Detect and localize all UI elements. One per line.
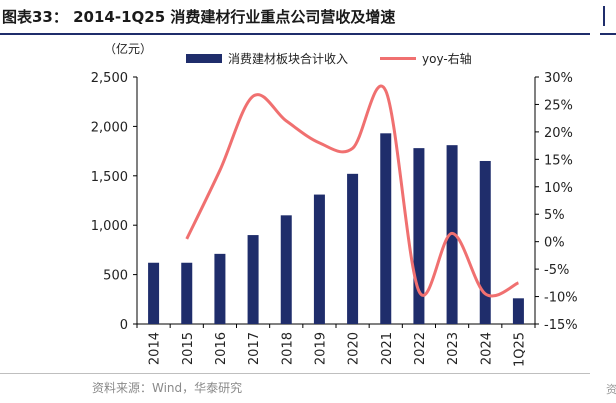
title-divider — [0, 33, 590, 35]
legend: 消费建材板块合计收入 yoy-右轴 — [186, 51, 472, 66]
x-tick-label: 1Q25 — [512, 332, 527, 367]
x-tick-label: 2020 — [347, 332, 362, 365]
line-series — [185, 84, 520, 298]
bar-2015 — [181, 262, 193, 324]
left-tick-label: 2,000 — [91, 120, 128, 135]
right-tick-label: 20% — [544, 126, 573, 141]
x-tick-label: 2024 — [479, 332, 494, 365]
bar-1Q25 — [512, 298, 524, 324]
yoy-line — [185, 84, 520, 298]
x-tick-label: 2017 — [247, 332, 262, 365]
x-tick-label: 2022 — [413, 332, 428, 365]
axes — [133, 76, 539, 328]
bar-2019 — [313, 194, 325, 324]
right-tick-label: 10% — [544, 181, 573, 196]
x-tick-label: 2016 — [214, 332, 229, 365]
right-tick-label: 0% — [544, 236, 565, 251]
legend-bar-label: 消费建材板块合计收入 — [228, 51, 348, 66]
x-tick-label: 2019 — [313, 332, 328, 365]
left-axis-unit: （亿元） — [104, 41, 152, 56]
bar-2016 — [214, 253, 226, 324]
bar-2014 — [148, 262, 160, 324]
left-tick-label: 1,500 — [91, 170, 128, 185]
bar-2022 — [413, 148, 425, 324]
source-note: 资料来源：Wind，华泰研究 — [92, 381, 243, 395]
left-tick-label: 500 — [103, 269, 128, 284]
left-tick-label: 2,500 — [91, 71, 128, 86]
x-tick-label: 2014 — [148, 332, 163, 365]
right-tick-label: -10% — [544, 291, 578, 306]
right-tick-label: -5% — [544, 263, 569, 278]
x-tick-label: 2021 — [380, 332, 395, 365]
x-tick-label: 2018 — [280, 332, 295, 365]
legend-bar-swatch — [186, 54, 222, 63]
right-tick-label: 25% — [544, 98, 573, 113]
bar-2018 — [280, 215, 292, 324]
axis-labels: （亿元） 0 500 1,000 1,500 2,000 2,500 -15% -10% -5% 0… — [91, 41, 578, 367]
x-tick-label: 2015 — [181, 332, 196, 365]
left-tick-label: 1,000 — [91, 219, 128, 234]
source-divider — [0, 373, 590, 374]
revenue-growth-chart: 消费建材板块合计收入 yoy-右轴 （亿元） 0 500 1,000 1,500 2,000… — [91, 41, 578, 367]
right-tick-label: 5% — [544, 208, 565, 223]
right-tick-label: 15% — [544, 153, 573, 168]
right-tick-label: 30% — [544, 71, 573, 86]
title-divider-right — [600, 33, 616, 35]
x-tick-label: 2023 — [446, 332, 461, 365]
legend-line-label: yoy-右轴 — [422, 51, 472, 66]
bar-2017 — [247, 235, 259, 324]
left-tick-label: 0 — [120, 318, 128, 333]
corner-mark: 资 — [606, 383, 616, 396]
chart-title: 图表33： 2014-1Q25 消费建材行业重点公司营收及增速 — [2, 8, 396, 26]
right-tick-label: -15% — [544, 318, 578, 333]
bar-2024 — [479, 160, 491, 324]
page-edge-marker — [603, 6, 605, 26]
bar-2020 — [347, 173, 359, 324]
bar-2021 — [380, 133, 392, 324]
bar-series — [148, 133, 524, 324]
